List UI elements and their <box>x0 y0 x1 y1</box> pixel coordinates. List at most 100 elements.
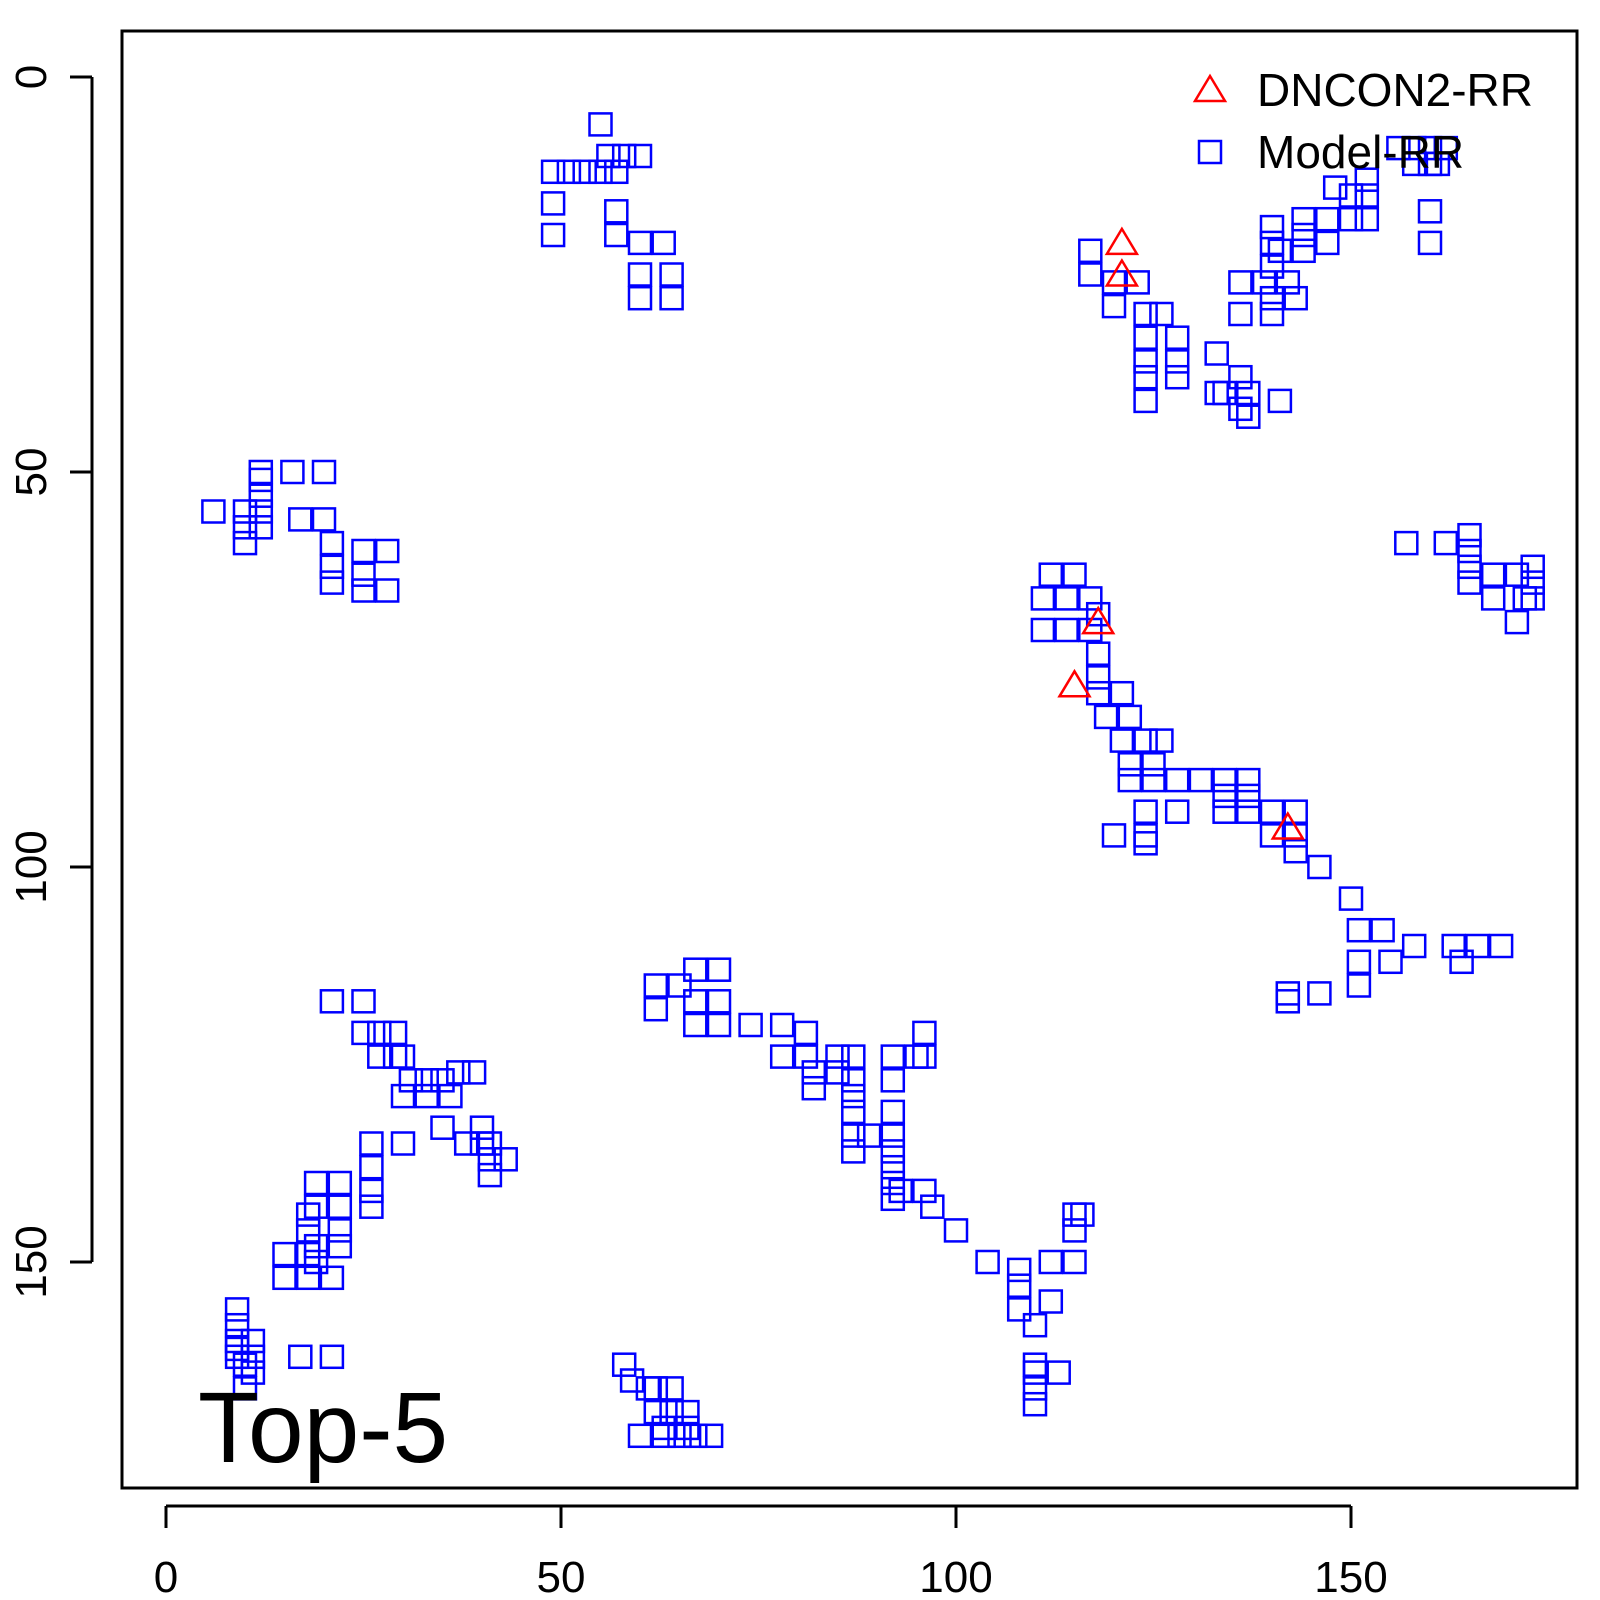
model-rr-point <box>769 1012 795 1038</box>
model-rr-point <box>295 1218 321 1243</box>
model-rr-point <box>1204 341 1229 366</box>
model-rr-point <box>351 562 376 587</box>
model-rr-point <box>374 578 400 603</box>
model-rr-point <box>1338 183 1364 208</box>
model-rr-point <box>1259 285 1285 311</box>
model-rr-point <box>880 1068 906 1093</box>
model-rr-point <box>359 1178 384 1204</box>
model-rr-point <box>1291 222 1316 248</box>
model-rr-point <box>1022 1352 1048 1377</box>
model-rr-point <box>1228 364 1253 390</box>
model-rr-point <box>1322 175 1348 200</box>
model-rr-point <box>706 1012 732 1038</box>
model-rr-point <box>303 1194 329 1219</box>
model-rr-point <box>540 191 566 216</box>
model-rr-point <box>856 1123 882 1148</box>
model-rr-point <box>232 530 258 556</box>
model-rr-point <box>1236 783 1261 809</box>
model-rr-point <box>1520 554 1545 580</box>
model-rr-point <box>611 1352 637 1377</box>
model-rr-point <box>359 1194 384 1219</box>
model-rr-point <box>1401 151 1427 177</box>
model-rr-point <box>288 507 313 532</box>
model-rr-point <box>1133 349 1158 374</box>
model-rr-point <box>382 1044 408 1069</box>
model-rr-point <box>1386 135 1411 161</box>
model-rr-point <box>801 1075 827 1101</box>
legend-label: DNCON2-RR <box>1257 64 1533 116</box>
x-tick-label: 0 <box>154 1553 178 1600</box>
model-rr-point <box>1457 554 1482 580</box>
model-rr-point <box>1070 1202 1095 1227</box>
model-rr-point <box>1457 570 1482 595</box>
model-rr-point <box>1480 586 1506 611</box>
model-rr-point <box>224 1328 250 1354</box>
model-rr-point <box>1259 254 1285 279</box>
model-rr-point <box>880 1044 906 1069</box>
model-rr-point <box>912 1178 937 1204</box>
model-rr-point <box>683 1012 708 1038</box>
model-rr-point <box>880 1099 906 1125</box>
model-rr-point <box>683 989 708 1014</box>
model-rr-point <box>1275 989 1301 1014</box>
model-rr-point <box>920 1194 945 1219</box>
model-rr-point <box>706 989 732 1014</box>
model-rr-point <box>295 1241 321 1267</box>
model-rr-point <box>1259 301 1285 327</box>
x-tick-label: 50 <box>537 1553 586 1600</box>
model-rr-point <box>1062 562 1087 587</box>
model-rr-point <box>453 1131 479 1156</box>
model-rr-point <box>232 515 258 540</box>
model-rr-point <box>493 1147 518 1172</box>
model-rr-point <box>841 1139 866 1164</box>
model-rr-point <box>888 1178 913 1204</box>
dncon2-rr-point <box>1080 605 1116 635</box>
model-rr-point <box>1078 262 1103 287</box>
model-rr-point <box>1465 933 1490 959</box>
model-rr-point <box>912 1020 937 1046</box>
model-rr-point <box>1101 293 1127 319</box>
model-rr-point <box>1346 917 1372 943</box>
plot-points <box>201 112 1545 1449</box>
model-rr-point <box>311 459 337 485</box>
model-rr-point <box>319 570 345 595</box>
model-rr-point <box>1338 206 1364 232</box>
model-rr-point <box>1133 831 1158 856</box>
model-rr-point <box>1054 617 1079 643</box>
model-rr-point <box>588 159 613 185</box>
model-rr-point <box>374 538 400 564</box>
model-rr-point <box>667 1423 692 1449</box>
model-rr-point <box>1164 325 1190 350</box>
model-rr-point <box>1504 609 1530 635</box>
model-rr-point <box>540 159 566 185</box>
model-rr-point <box>1030 586 1056 611</box>
model-rr-point <box>1504 562 1530 587</box>
model-rr-point <box>1291 238 1316 264</box>
model-rr-point <box>1101 823 1127 848</box>
model-rr-point <box>1401 933 1427 959</box>
model-rr-point <box>659 1399 684 1425</box>
model-rr-point <box>1133 823 1158 848</box>
model-rr-point <box>825 1060 850 1085</box>
model-rr-point <box>248 459 274 485</box>
model-rr-point <box>272 1241 297 1267</box>
model-rr-point <box>643 973 669 998</box>
model-rr-point <box>1259 214 1285 240</box>
model-rr-point <box>1149 301 1174 327</box>
model-rr-point <box>1267 388 1293 414</box>
model-rr-point <box>240 1344 266 1370</box>
model-rr-point <box>627 1423 653 1449</box>
model-rr-point <box>1433 530 1459 556</box>
model-rr-point <box>351 578 376 603</box>
model-rr-point <box>1291 206 1316 232</box>
model-rr-point <box>1038 1249 1064 1275</box>
model-rr-point <box>1417 199 1443 224</box>
model-rr-point <box>1022 1391 1048 1417</box>
model-rr-point <box>438 1083 463 1109</box>
model-rr-point <box>1228 301 1253 327</box>
model-rr-point <box>880 1186 906 1212</box>
model-rr-point <box>1275 981 1301 1006</box>
model-rr-point <box>240 1360 266 1385</box>
model-rr-point <box>1006 1257 1032 1283</box>
model-rr-point <box>1117 752 1143 777</box>
